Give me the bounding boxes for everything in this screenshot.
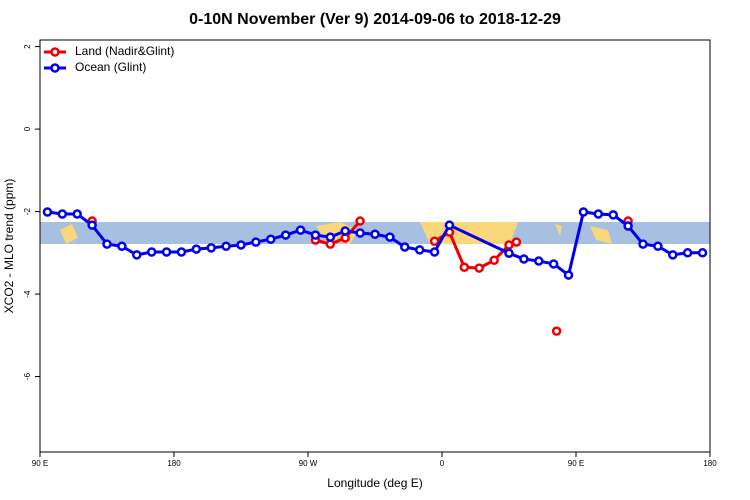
x-tick-label: 90 W (299, 459, 318, 468)
point (385, 232, 395, 242)
point (414, 245, 425, 255)
point (221, 241, 231, 251)
point (266, 234, 276, 244)
point (653, 241, 663, 251)
point (551, 326, 562, 336)
point (206, 243, 216, 253)
point (325, 232, 336, 242)
point (57, 209, 68, 219)
point (295, 225, 306, 235)
point (72, 209, 82, 219)
point (444, 220, 455, 230)
point (370, 229, 380, 239)
y-tick-label: -4 (23, 290, 32, 298)
point (146, 247, 157, 257)
land-shape (60, 224, 78, 244)
legend-label: Ocean (Glint) (75, 60, 146, 74)
point (87, 220, 97, 230)
point (355, 216, 365, 226)
point (176, 247, 187, 257)
point (668, 250, 678, 260)
point (548, 259, 559, 269)
y-tick-label: 2 (23, 44, 32, 49)
point (310, 230, 321, 240)
point (429, 236, 440, 247)
land-shape (555, 224, 562, 236)
point (429, 247, 440, 257)
point (280, 230, 291, 240)
point (42, 207, 53, 217)
point (638, 239, 648, 249)
chart-title: 0-10N November (Ver 9) 2014-09-06 to 201… (189, 11, 561, 28)
point (191, 244, 202, 254)
x-axis-label: Longitude (deg E) (327, 476, 422, 490)
point (593, 209, 604, 219)
point (340, 226, 350, 236)
point (400, 242, 410, 252)
x-tick-label: 90 E (568, 459, 584, 468)
y-axis-label: XCO2 - MLO trend (ppm) (2, 179, 16, 314)
point (563, 270, 574, 280)
point (608, 210, 618, 220)
point (474, 263, 484, 273)
point (504, 248, 514, 258)
x-tick-label: 90 E (32, 459, 48, 468)
point (459, 262, 470, 272)
y-tick-label: 0 (23, 126, 32, 131)
point (534, 256, 544, 266)
land-shape (590, 226, 612, 244)
legend-marker (50, 47, 60, 57)
legend-marker (50, 63, 60, 73)
point (623, 221, 633, 231)
point (132, 250, 142, 260)
point (102, 239, 112, 249)
point (511, 237, 522, 247)
point (682, 248, 693, 258)
point (489, 255, 499, 265)
point (117, 241, 127, 251)
x-tick-label: 0 (440, 459, 445, 468)
point (251, 237, 261, 247)
point (161, 247, 172, 257)
y-tick-label: -2 (23, 207, 32, 215)
legend-label: Land (Nadir&Glint) (75, 44, 174, 58)
point (519, 254, 529, 264)
series (42, 207, 708, 280)
x-tick-label: 180 (703, 459, 717, 468)
point (578, 207, 589, 217)
point (236, 240, 246, 250)
x-tick-label: 180 (167, 459, 181, 468)
point (504, 240, 514, 250)
plot-frame (39, 39, 711, 453)
y-tick-label: -6 (23, 372, 32, 380)
point (355, 228, 365, 238)
point (697, 248, 708, 258)
